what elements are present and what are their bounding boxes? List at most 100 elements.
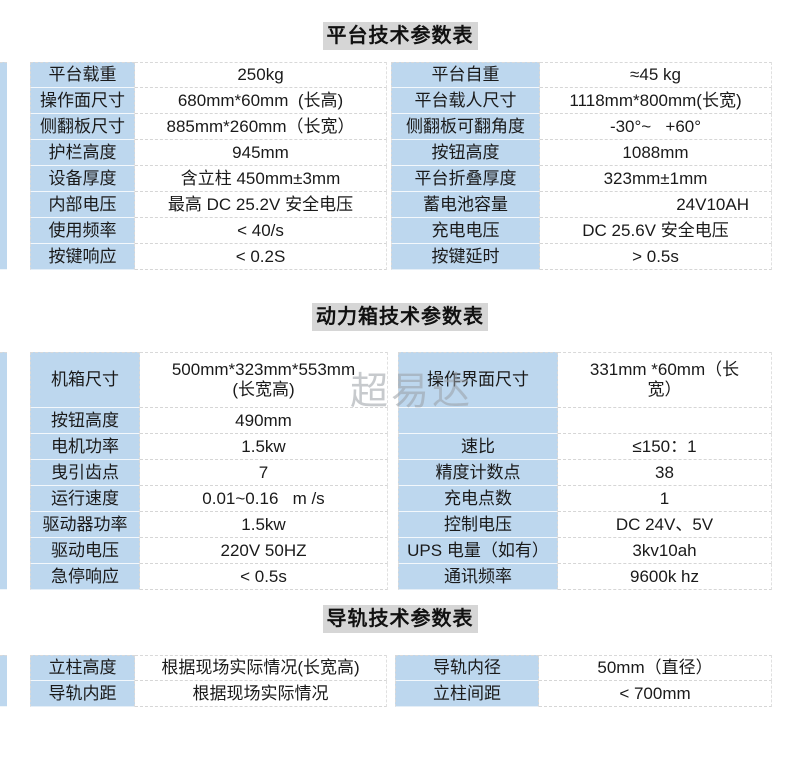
table-row: 运行速度 0.01~0.16 m /s 充电点数 1 xyxy=(30,486,772,512)
param-name-cell: 护栏高度 xyxy=(30,140,135,166)
table-row: 平台载重 250kg 平台自重 ≈45 kg xyxy=(30,62,772,88)
param-value-cell: 220V 50HZ xyxy=(140,538,388,564)
param-value-cell: < 700mm xyxy=(539,681,772,707)
param-name-cell: UPS 电量（如有） xyxy=(398,538,558,564)
rail-table-title-wrap: 导轨技术参数表 xyxy=(0,605,800,633)
param-value-cell: 323mm±1mm xyxy=(540,166,772,192)
param-name-cell: 立柱高度 xyxy=(30,655,135,681)
param-value-cell: 331mm *60mm（长 宽） xyxy=(558,352,772,408)
param-value-cell: 250kg xyxy=(135,62,387,88)
param-name-cell: 立柱间距 xyxy=(395,681,539,707)
table-half-gap xyxy=(388,460,398,486)
param-value-cell: 1.5kw xyxy=(140,434,388,460)
param-name-cell: 使用频率 xyxy=(30,218,135,244)
powerbox-table-title: 动力箱技术参数表 xyxy=(312,303,488,331)
table-half-gap xyxy=(388,486,398,512)
table-row: 曳引齿点 7 精度计数点 38 xyxy=(30,460,772,486)
param-value-cell: 根据现场实际情况 xyxy=(135,681,387,707)
param-name-cell: 内部电压 xyxy=(30,192,135,218)
param-name-cell: 平台自重 xyxy=(391,62,540,88)
param-name-cell: 充电点数 xyxy=(398,486,558,512)
table-row: 操作面尺寸 680mm*60mm (长高) 平台载人尺寸 1118mm*800mm(长… xyxy=(30,88,772,114)
param-value-cell: 根据现场实际情况(长宽高) xyxy=(135,655,387,681)
table-row: 机箱尺寸 500mm*323mm*553mm (长宽高) 操作界面尺寸 331mm *… xyxy=(30,352,772,408)
param-value-cell: DC 24V、5V xyxy=(558,512,772,538)
table-row: 侧翻板尺寸 885mm*260mm（长宽） 侧翻板可翻角度 -30°~ +60° xyxy=(30,114,772,140)
table-row: 护栏高度 945mm 按钮高度 1088mm xyxy=(30,140,772,166)
param-name-cell: 驱动电压 xyxy=(30,538,140,564)
param-value-cell xyxy=(558,408,772,434)
table-row: 按键响应 < 0.2S 按键延时 > 0.5s xyxy=(30,244,772,270)
table-half-gap xyxy=(388,512,398,538)
param-value-cell: 50mm（直径） xyxy=(539,655,772,681)
param-value-cell: -30°~ +60° xyxy=(540,114,772,140)
table-row: 电机功率 1.5kw 速比 ≤150：1 xyxy=(30,434,772,460)
platform-params-table: 平台载重 250kg 平台自重 ≈45 kg 操作面尺寸 680mm*60mm (长高) 平… xyxy=(30,62,772,270)
table-half-gap xyxy=(388,564,398,590)
table-row: 立柱高度 根据现场实际情况(长宽高) 导轨内径 50mm（直径） xyxy=(30,655,772,681)
param-name-cell: 急停响应 xyxy=(30,564,140,590)
param-name-cell: 通讯频率 xyxy=(398,564,558,590)
param-value-cell: 500mm*323mm*553mm (长宽高) xyxy=(140,352,388,408)
param-value-cell: 885mm*260mm（长宽） xyxy=(135,114,387,140)
param-value-cell: 24V10AH xyxy=(540,192,772,218)
param-value-cell: 最高 DC 25.2V 安全电压 xyxy=(135,192,387,218)
param-name-cell: 驱动器功率 xyxy=(30,512,140,538)
param-name-cell: 平台折叠厚度 xyxy=(391,166,540,192)
platform-table-title: 平台技术参数表 xyxy=(322,22,478,50)
param-name-cell: 按钮高度 xyxy=(30,408,140,434)
param-value-cell: < 40/s xyxy=(135,218,387,244)
param-value-cell: DC 25.6V 安全电压 xyxy=(540,218,772,244)
param-value-cell: 1118mm*800mm(长宽) xyxy=(540,88,772,114)
table-row: 驱动电压 220V 50HZ UPS 电量（如有） 3kv10ah xyxy=(30,538,772,564)
param-name-cell: 侧翻板可翻角度 xyxy=(391,114,540,140)
param-value-cell: 7 xyxy=(140,460,388,486)
table-half-gap xyxy=(387,681,395,707)
param-name-cell: 按键响应 xyxy=(30,244,135,270)
param-name-cell: 电机功率 xyxy=(30,434,140,460)
param-name-cell: 平台载人尺寸 xyxy=(391,88,540,114)
table-half-gap xyxy=(387,655,395,681)
param-value-cell: ≤150：1 xyxy=(558,434,772,460)
table-row: 设备厚度 含立柱 450mm±3mm 平台折叠厚度 323mm±1mm xyxy=(30,166,772,192)
platform-table-title-wrap: 平台技术参数表 xyxy=(0,22,800,50)
param-name-cell: 操作面尺寸 xyxy=(30,88,135,114)
param-name-cell: 曳引齿点 xyxy=(30,460,140,486)
table-half-gap xyxy=(388,408,398,434)
param-name-cell: 操作界面尺寸 xyxy=(398,352,558,408)
param-value-cell: 490mm xyxy=(140,408,388,434)
left-edge-table-sliver xyxy=(0,62,7,270)
param-name-cell: 充电电压 xyxy=(391,218,540,244)
param-name-cell: 运行速度 xyxy=(30,486,140,512)
param-name-cell: 蓄电池容量 xyxy=(391,192,540,218)
param-value-cell: 含立柱 450mm±3mm xyxy=(135,166,387,192)
param-value-cell: ≈45 kg xyxy=(540,62,772,88)
param-name-cell: 速比 xyxy=(398,434,558,460)
param-name-cell: 导轨内距 xyxy=(30,681,135,707)
table-half-gap xyxy=(388,352,398,408)
rail-params-table: 立柱高度 根据现场实际情况(长宽高) 导轨内径 50mm（直径） 导轨内距 根据现场实际情… xyxy=(30,655,772,707)
left-edge-table-sliver xyxy=(0,352,7,590)
powerbox-params-table: 机箱尺寸 500mm*323mm*553mm (长宽高) 操作界面尺寸 331mm *… xyxy=(30,352,772,590)
param-name-cell: 平台载重 xyxy=(30,62,135,88)
param-value-cell: < 0.5s xyxy=(140,564,388,590)
left-edge-table-sliver xyxy=(0,655,7,707)
param-value-cell: 3kv10ah xyxy=(558,538,772,564)
table-row: 使用频率 < 40/s 充电电压 DC 25.6V 安全电压 xyxy=(30,218,772,244)
table-half-gap xyxy=(388,538,398,564)
param-value-cell: 0.01~0.16 m /s xyxy=(140,486,388,512)
param-name-cell: 控制电压 xyxy=(398,512,558,538)
table-row: 按钮高度 490mm xyxy=(30,408,772,434)
table-row: 内部电压 最高 DC 25.2V 安全电压 蓄电池容量 24V10AH xyxy=(30,192,772,218)
param-value-cell: 1.5kw xyxy=(140,512,388,538)
param-name-cell xyxy=(398,408,558,434)
param-value-cell: 9600k hz xyxy=(558,564,772,590)
param-value-cell: < 0.2S xyxy=(135,244,387,270)
param-value-cell: 38 xyxy=(558,460,772,486)
table-row: 急停响应 < 0.5s 通讯频率 9600k hz xyxy=(30,564,772,590)
param-name-cell: 精度计数点 xyxy=(398,460,558,486)
param-name-cell: 机箱尺寸 xyxy=(30,352,140,408)
rail-table-title: 导轨技术参数表 xyxy=(322,605,478,633)
param-value-cell: 680mm*60mm (长高) xyxy=(135,88,387,114)
